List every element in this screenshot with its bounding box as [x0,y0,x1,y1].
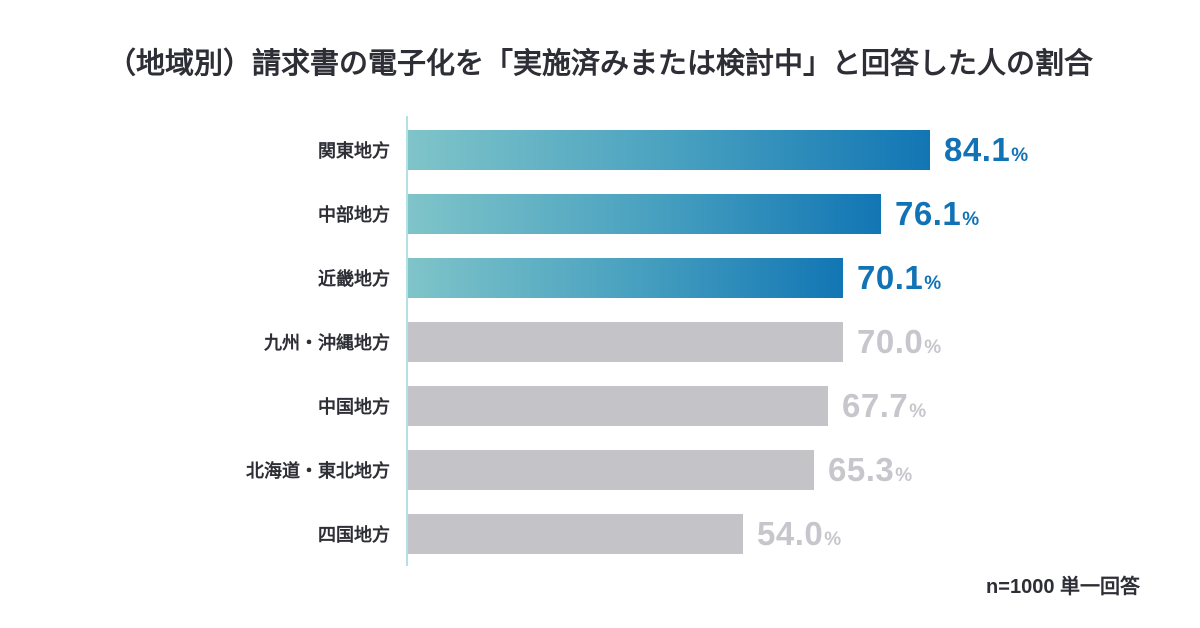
value-label: 65.3 % [828,451,912,489]
value-number: 65.3 [828,451,895,488]
bar [408,130,930,170]
value-number: 76.1 [895,195,962,232]
chart-row: 近畿地方 70.1 % [0,258,1200,298]
value-label: 76.1 % [895,195,979,233]
value-number: 70.1 [857,259,924,296]
value-suffix: % [962,209,980,230]
value-label: 70.1 % [857,259,941,297]
sample-size-note: n=1000 単一回答 [986,576,1140,598]
chart-rows: 関東地方 84.1 % 中部地方 76.1 % 近畿地方 70.1 % 九州・沖… [0,130,1200,578]
bar [408,258,843,298]
category-label: 北海道・東北地方 [246,461,390,481]
value-number: 70.0 [857,323,924,360]
category-label: 中国地方 [318,397,390,417]
value-suffix: % [924,273,942,294]
bar [408,322,843,362]
chart-row: 九州・沖縄地方 70.0 % [0,322,1200,362]
value-number: 84.1 [944,131,1011,168]
value-number: 54.0 [757,515,824,552]
value-suffix: % [924,337,942,358]
chart-row: 中部地方 76.1 % [0,194,1200,234]
value-suffix: % [895,465,913,486]
chart-row: 関東地方 84.1 % [0,130,1200,170]
value-label: 67.7 % [842,387,926,425]
value-suffix: % [909,401,927,422]
chart-row: 四国地方 54.0 % [0,514,1200,554]
value-label: 70.0 % [857,323,941,361]
chart-row: 中国地方 67.7 % [0,386,1200,426]
value-suffix: % [1011,145,1029,166]
y-axis-line [406,116,408,566]
chart-row: 北海道・東北地方 65.3 % [0,450,1200,490]
value-label: 84.1 % [944,131,1028,169]
category-label: 九州・沖縄地方 [264,333,390,353]
category-label: 中部地方 [318,205,390,225]
value-suffix: % [824,529,842,550]
bar [408,194,881,234]
bar [408,450,814,490]
value-number: 67.7 [842,387,909,424]
category-label: 四国地方 [318,525,390,545]
bar [408,514,743,554]
chart-title: （地域別）請求書の電子化を「実施済みまたは検討中」と回答した人の割合 [106,48,1093,80]
value-label: 54.0 % [757,515,841,553]
bar [408,386,828,426]
category-label: 関東地方 [318,141,390,161]
category-label: 近畿地方 [318,269,390,289]
